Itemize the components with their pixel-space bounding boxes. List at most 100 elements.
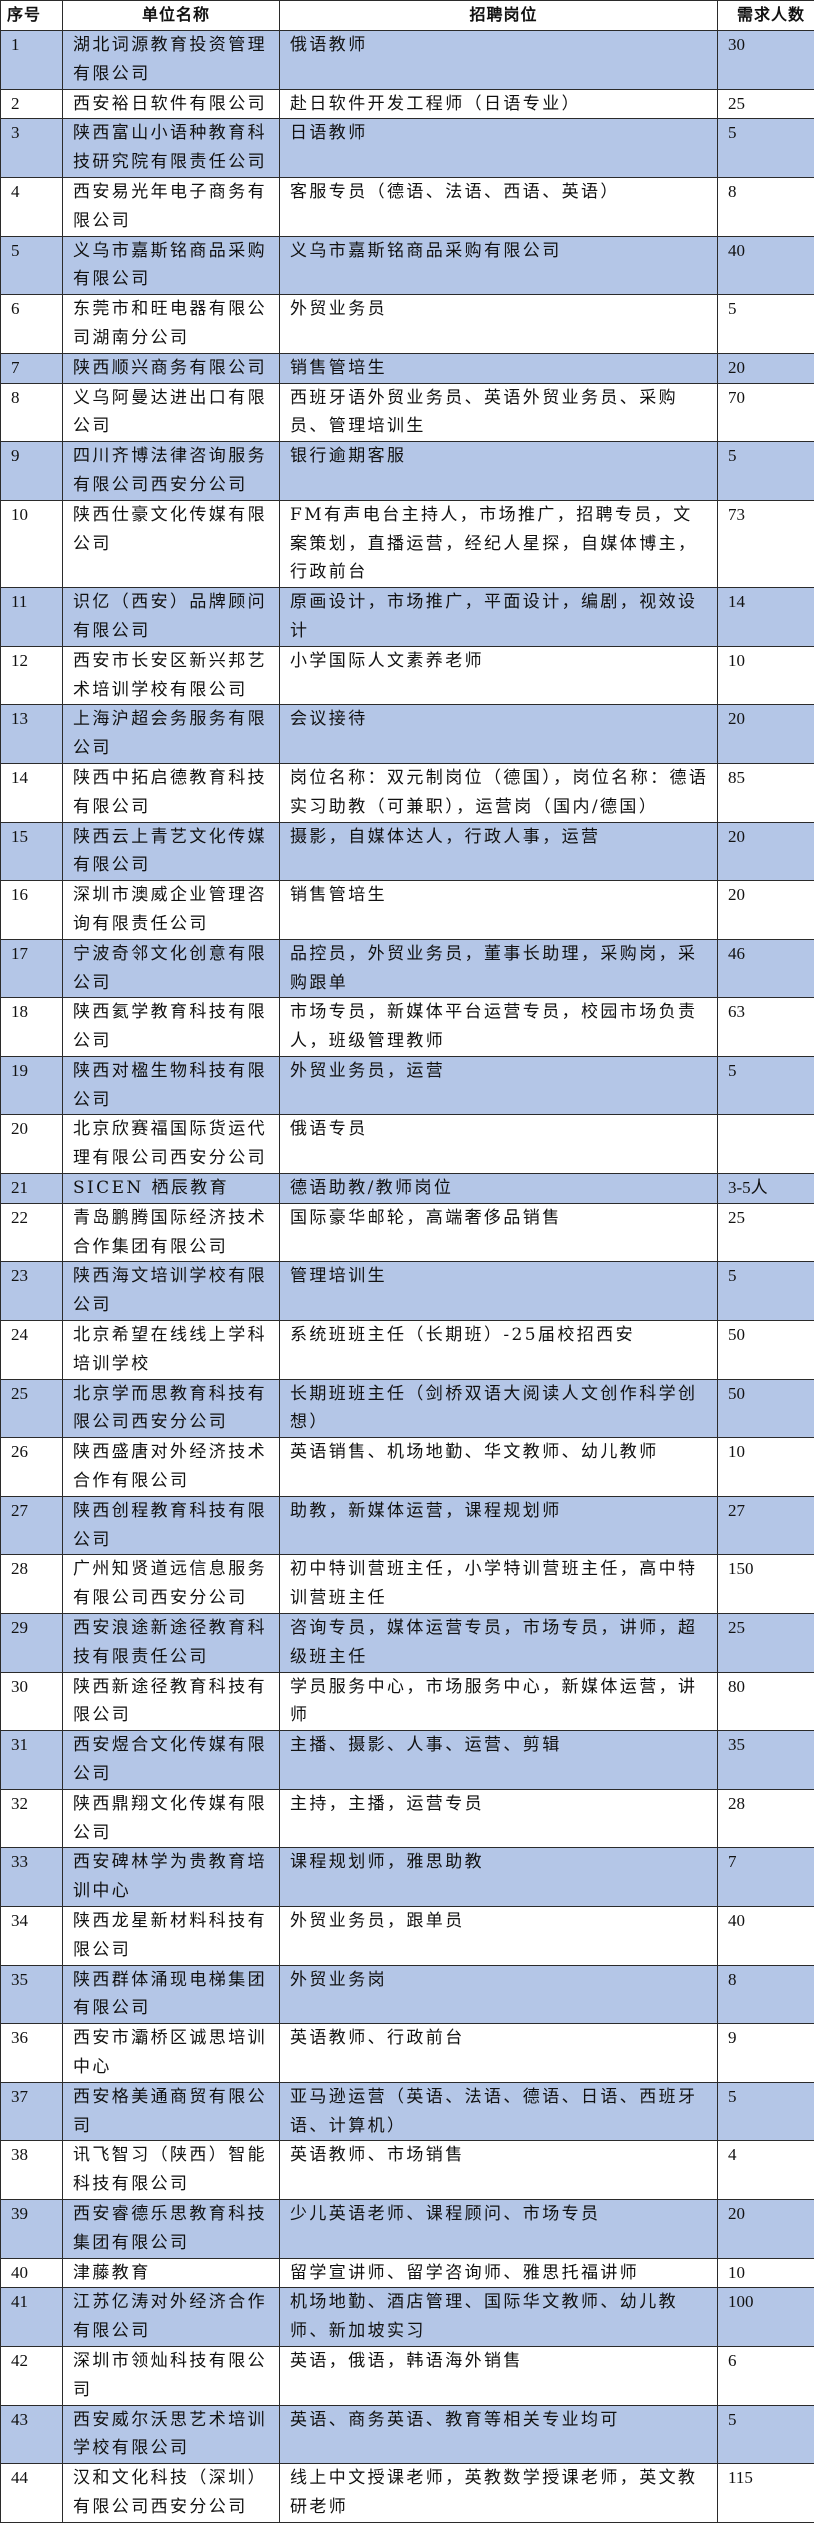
cell-index: 34	[1, 1907, 63, 1966]
cell-positions: 主播、摄影、人事、运营、剪辑	[280, 1731, 718, 1790]
cell-positions: 德语助教/教师岗位	[280, 1174, 718, 1204]
cell-headcount: 50	[718, 1379, 814, 1438]
header-company: 单位名称	[63, 1, 280, 31]
cell-headcount: 10	[718, 1438, 814, 1497]
cell-headcount	[718, 1115, 814, 1174]
cell-headcount: 5	[718, 442, 814, 501]
cell-index: 44	[1, 2464, 63, 2523]
cell-index: 19	[1, 1056, 63, 1115]
cell-index: 41	[1, 2288, 63, 2347]
cell-headcount: 20	[718, 822, 814, 881]
cell-headcount: 30	[718, 31, 814, 90]
cell-company: 识亿（西安）品牌顾问有限公司	[63, 588, 280, 647]
cell-positions: FM有声电台主持人，市场推广，招聘专员，文案策划，直播运营，经纪人星探，自媒体博…	[280, 500, 718, 587]
cell-company: 深圳市澳威企业管理咨询有限责任公司	[63, 881, 280, 940]
cell-company: 陕西富山小语种教育科技研究院有限责任公司	[63, 119, 280, 178]
cell-positions: 外贸业务员，运营	[280, 1056, 718, 1115]
cell-positions: 岗位名称：双元制岗位（德国），岗位名称：德语实习助教（可兼职），运营岗（国内/德…	[280, 763, 718, 822]
cell-index: 43	[1, 2405, 63, 2464]
cell-headcount: 80	[718, 1672, 814, 1731]
cell-index: 11	[1, 588, 63, 647]
cell-index: 9	[1, 442, 63, 501]
cell-company: 陕西海文培训学校有限公司	[63, 1262, 280, 1321]
cell-index: 29	[1, 1614, 63, 1673]
cell-headcount: 115	[718, 2464, 814, 2523]
cell-positions: 外贸业务岗	[280, 1965, 718, 2024]
cell-positions: 英语销售、机场地勤、华文教师、幼儿教师	[280, 1438, 718, 1497]
cell-index: 23	[1, 1262, 63, 1321]
cell-company: 陕西盛唐对外经济技术合作有限公司	[63, 1438, 280, 1497]
cell-positions: 义乌市嘉斯铭商品采购有限公司	[280, 236, 718, 295]
cell-index: 40	[1, 2258, 63, 2288]
cell-company: 陕西仕豪文化传媒有限公司	[63, 500, 280, 587]
cell-company: 西安碑林学为贵教育培训中心	[63, 1848, 280, 1907]
cell-index: 2	[1, 89, 63, 119]
cell-positions: 摄影，自媒体达人，行政人事，运营	[280, 822, 718, 881]
cell-positions: 销售管培生	[280, 353, 718, 383]
cell-positions: 西班牙语外贸业务员、英语外贸业务员、采购员、管理培训生	[280, 383, 718, 442]
cell-company: 津藤教育	[63, 2258, 280, 2288]
cell-positions: 市场专员，新媒体平台运营专员，校园市场负责人，班级管理教师	[280, 998, 718, 1057]
cell-headcount: 5	[718, 295, 814, 354]
cell-index: 3	[1, 119, 63, 178]
cell-index: 1	[1, 31, 63, 90]
cell-company: 西安市长安区新兴邦艺术培训学校有限公司	[63, 646, 280, 705]
cell-headcount: 20	[718, 881, 814, 940]
cell-company: 西安威尔沃思艺术培训学校有限公司	[63, 2405, 280, 2464]
cell-positions: 英语教师、行政前台	[280, 2024, 718, 2083]
cell-headcount: 10	[718, 2258, 814, 2288]
cell-headcount: 100	[718, 2288, 814, 2347]
cell-headcount: 14	[718, 588, 814, 647]
cell-headcount: 3-5人	[718, 1174, 814, 1204]
cell-positions: 俄语专员	[280, 1115, 718, 1174]
cell-company: 青岛鹏腾国际经济技术合作集团有限公司	[63, 1203, 280, 1262]
cell-positions: 亚马逊运营（英语、法语、德语、日语、西班牙语、计算机）	[280, 2082, 718, 2141]
cell-headcount: 5	[718, 2082, 814, 2141]
cell-company: 西安市灞桥区诚思培训中心	[63, 2024, 280, 2083]
cell-company: 陕西鼎翔文化传媒有限公司	[63, 1789, 280, 1848]
cell-company: 陕西新途径教育科技有限公司	[63, 1672, 280, 1731]
cell-index: 16	[1, 881, 63, 940]
cell-index: 4	[1, 177, 63, 236]
cell-headcount: 6	[718, 2346, 814, 2405]
cell-positions: 外贸业务员	[280, 295, 718, 354]
table-header-row: 序号 单位名称 招聘岗位 需求人数	[1, 1, 814, 31]
cell-company: 陕西中拓启德教育科技有限公司	[63, 763, 280, 822]
cell-index: 5	[1, 236, 63, 295]
cell-headcount: 73	[718, 500, 814, 587]
cell-company: 四川齐博法律咨询服务有限公司西安分公司	[63, 442, 280, 501]
cell-positions: 英语，俄语，韩语海外销售	[280, 2346, 718, 2405]
cell-headcount: 85	[718, 763, 814, 822]
cell-headcount: 70	[718, 383, 814, 442]
cell-index: 8	[1, 383, 63, 442]
cell-positions: 客服专员（德语、法语、西语、英语）	[280, 177, 718, 236]
cell-index: 17	[1, 939, 63, 998]
cell-company: 陕西氦学教育科技有限公司	[63, 998, 280, 1057]
cell-company: 讯飞智习（陕西）智能科技有限公司	[63, 2141, 280, 2200]
cell-positions: 初中特训营班主任，小学特训营班主任，高中特训营班主任	[280, 1555, 718, 1614]
cell-headcount: 8	[718, 1965, 814, 2024]
cell-company: 深圳市领灿科技有限公司	[63, 2346, 280, 2405]
header-headcount: 需求人数	[718, 1, 814, 31]
cell-company: 陕西创程教育科技有限公司	[63, 1496, 280, 1555]
cell-company: 北京希望在线线上学科培训学校	[63, 1321, 280, 1380]
cell-index: 25	[1, 1379, 63, 1438]
cell-positions: 线上中文授课老师，英教数学授课老师，英文教研老师	[280, 2464, 718, 2523]
cell-company: 汉和文化科技（深圳）有限公司西安分公司	[63, 2464, 280, 2523]
cell-headcount: 40	[718, 1907, 814, 1966]
cell-positions: 管理培训生	[280, 1262, 718, 1321]
